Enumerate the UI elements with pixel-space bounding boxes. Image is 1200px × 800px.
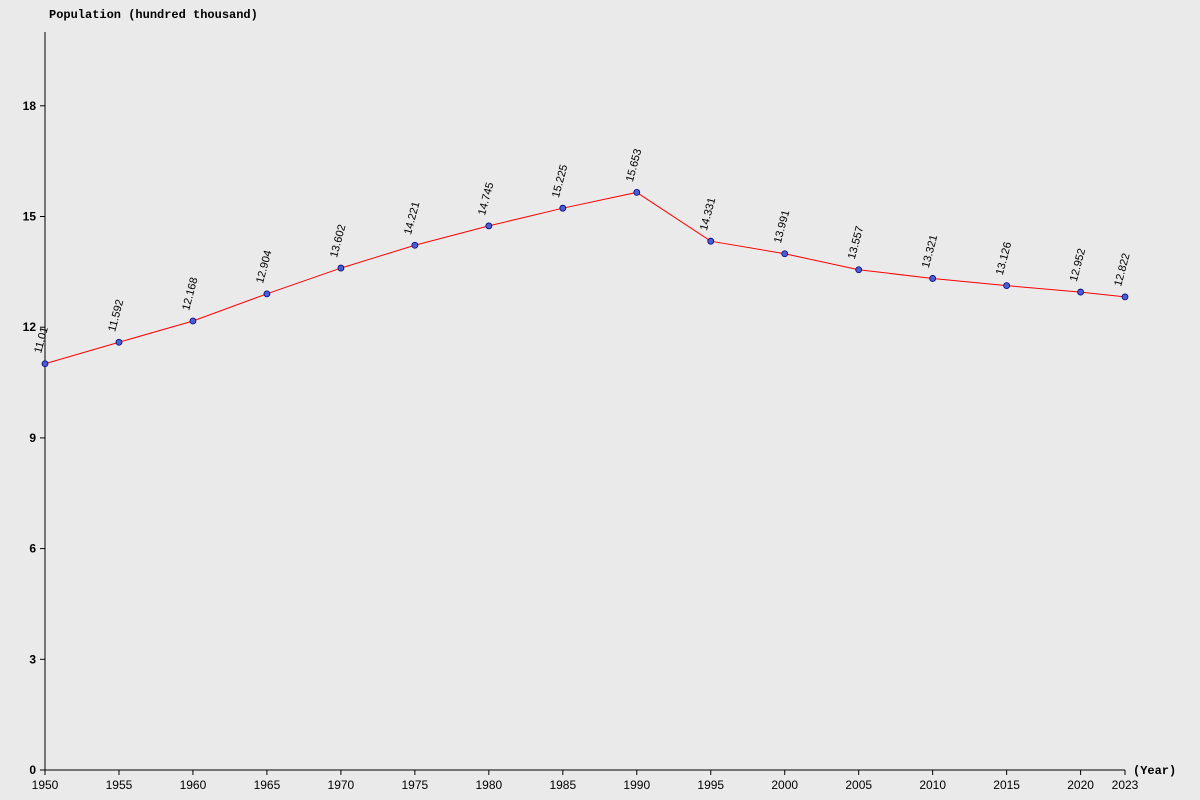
data-marker [560, 205, 566, 211]
x-tick-label: 1980 [475, 778, 502, 792]
population-line-chart: 0 3 6 9 12 15 18 1950 1955 1960 1965 1970 1975 1980 19… [0, 0, 1200, 800]
data-marker [856, 267, 862, 273]
x-tick-label: 1955 [106, 778, 133, 792]
x-tick-label: 2015 [993, 778, 1020, 792]
data-marker [930, 275, 936, 281]
data-marker [190, 318, 196, 324]
y-tick-label: 0 [29, 763, 36, 777]
chart-svg: 0 3 6 9 12 15 18 1950 1955 1960 1965 1970 1975 1980 19… [0, 0, 1200, 800]
data-marker [1122, 294, 1128, 300]
y-axis-title: Population (hundred thousand) [49, 8, 258, 22]
x-tick-label: 2023 [1112, 778, 1139, 792]
data-marker [338, 265, 344, 271]
data-marker [1078, 289, 1084, 295]
x-tick-label: 1965 [254, 778, 281, 792]
x-tick-label: 1960 [180, 778, 207, 792]
y-tick-label: 15 [23, 210, 37, 224]
data-marker [486, 223, 492, 229]
x-tick-label: 2000 [771, 778, 798, 792]
x-tick-label: 2005 [845, 778, 872, 792]
x-tick-label: 1950 [32, 778, 59, 792]
y-tick-label: 3 [29, 652, 36, 666]
data-marker [708, 238, 714, 244]
x-tick-label: 1970 [328, 778, 355, 792]
data-marker [42, 361, 48, 367]
x-tick-label: 1995 [697, 778, 724, 792]
data-marker [116, 339, 122, 345]
data-marker [782, 251, 788, 257]
data-marker [1004, 283, 1010, 289]
x-tick-label: 2010 [919, 778, 946, 792]
x-tick-label: 1985 [549, 778, 576, 792]
y-tick-label: 9 [29, 431, 36, 445]
x-tick-label: 2020 [1067, 778, 1094, 792]
data-marker [264, 291, 270, 297]
data-marker [634, 189, 640, 195]
y-tick-label: 6 [29, 542, 36, 556]
x-tick-label: 1975 [402, 778, 429, 792]
y-tick-label: 18 [23, 99, 37, 113]
chart-background [0, 0, 1200, 800]
data-marker [412, 242, 418, 248]
y-tick-label: 12 [23, 320, 37, 334]
x-axis-title: (Year) [1133, 764, 1176, 778]
x-tick-label: 1990 [623, 778, 650, 792]
